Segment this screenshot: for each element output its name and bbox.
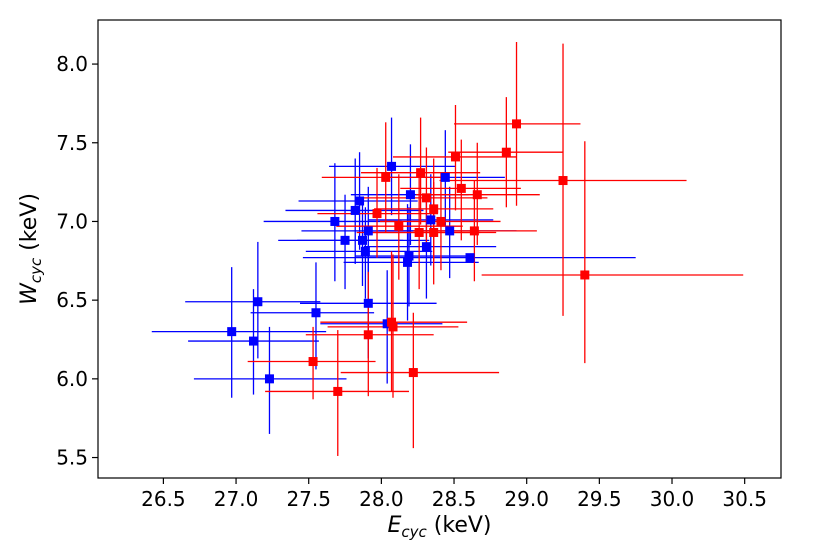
- y-axis-label: Wcyc (keV): [17, 193, 45, 305]
- data-point: [440, 172, 450, 182]
- y-axis-label-sub: cyc: [27, 257, 45, 283]
- data-point: [388, 322, 398, 332]
- data-point: [372, 209, 382, 219]
- x-tick-label: 28.5: [432, 487, 477, 511]
- x-axis-label-sub: cyc: [401, 523, 427, 541]
- data-point: [363, 298, 373, 308]
- data-point: [558, 176, 568, 186]
- data-point: [421, 242, 431, 252]
- y-axis-label-main: W: [17, 282, 42, 305]
- data-point: [429, 227, 439, 237]
- data-point: [421, 193, 431, 203]
- data-point: [330, 216, 340, 226]
- x-tick-label: 28.0: [359, 487, 404, 511]
- y-axis-label-unit: (keV): [17, 193, 42, 258]
- y-tick-label: 6.5: [56, 288, 88, 312]
- data-point: [387, 161, 397, 171]
- x-tick-label: 30.5: [722, 487, 767, 511]
- y-tick-label: 7.5: [56, 131, 88, 155]
- x-tick-label: 26.5: [141, 487, 186, 511]
- data-point: [394, 221, 404, 231]
- data-point: [436, 216, 446, 226]
- data-point: [363, 226, 373, 236]
- x-tick-label: 29.5: [577, 487, 622, 511]
- data-point: [333, 386, 343, 396]
- x-axis-label-main: E: [388, 513, 402, 538]
- data-point: [340, 235, 350, 245]
- x-tick-label: 30.0: [650, 487, 695, 511]
- data-point: [404, 251, 414, 261]
- x-axis-label-unit: (keV): [427, 513, 492, 538]
- x-axis: 26.5 27.0 27.5 28.0 28.5 29.0 29.5 30.0 30.5: [141, 478, 767, 511]
- data-point: [501, 147, 511, 157]
- data-point: [512, 119, 522, 129]
- data-point: [248, 336, 258, 346]
- y-tick-label: 7.0: [56, 209, 88, 233]
- y-tick-label: 8.0: [56, 52, 88, 76]
- data-point: [580, 270, 590, 280]
- data-point: [414, 227, 424, 237]
- data-point: [465, 253, 475, 263]
- x-tick-label: 27.5: [286, 487, 331, 511]
- data-point: [416, 168, 426, 178]
- data-point: [355, 196, 365, 206]
- data-point: [363, 330, 373, 340]
- y-axis: 5.5 6.0 6.5 7.0 7.5 8.0: [56, 52, 98, 470]
- x-axis-label: Ecyc (keV): [388, 513, 492, 541]
- y-tick-label: 6.0: [56, 367, 88, 391]
- data-point: [450, 152, 460, 162]
- data-point: [360, 246, 370, 256]
- data-point: [264, 374, 274, 384]
- data-point: [381, 172, 391, 182]
- data-point: [403, 257, 413, 267]
- x-tick-label: 29.0: [504, 487, 549, 511]
- data-point: [472, 190, 482, 200]
- data-point: [253, 297, 263, 307]
- data-point: [405, 190, 415, 200]
- data-point: [387, 317, 397, 327]
- data-point: [429, 204, 439, 214]
- data-point: [445, 226, 455, 236]
- data-point: [469, 226, 479, 236]
- marker-layer: [227, 119, 590, 396]
- data-point: [311, 308, 321, 318]
- data-point: [350, 205, 360, 215]
- data-point: [408, 368, 418, 378]
- data-point: [357, 235, 367, 245]
- data-point: [426, 215, 436, 225]
- data-point: [456, 183, 466, 193]
- x-tick-label: 27.0: [214, 487, 259, 511]
- data-point: [308, 357, 318, 367]
- plot-area-frame: [97, 19, 782, 479]
- data-point: [227, 327, 237, 337]
- y-tick-label: 5.5: [56, 446, 88, 470]
